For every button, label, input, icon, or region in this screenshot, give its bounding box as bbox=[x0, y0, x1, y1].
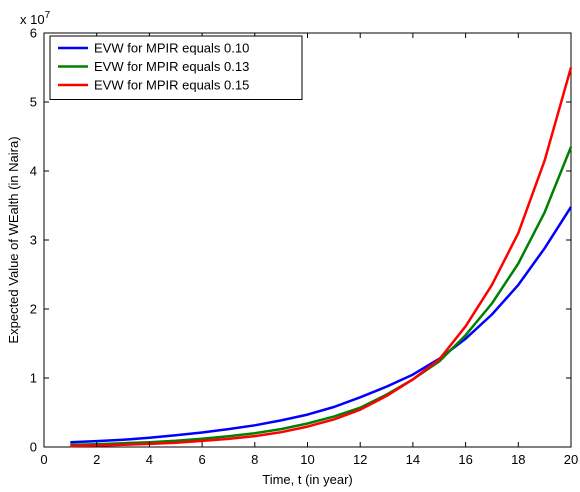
x-tick-label: 14 bbox=[406, 452, 420, 467]
series-line-2 bbox=[70, 146, 573, 447]
x-tick-label: 8 bbox=[251, 452, 258, 467]
y-axis-multiplier: x 107 bbox=[20, 10, 51, 27]
legend-entry-label: EVW for MPIR equals 0.15 bbox=[94, 78, 249, 93]
y-tick-label: 6 bbox=[30, 26, 37, 41]
y-multiplier-base: x 10 bbox=[20, 12, 45, 27]
y-tick-label: 5 bbox=[30, 95, 37, 110]
x-tick-label: 0 bbox=[40, 452, 47, 467]
legend-entry-label: EVW for MPIR equals 0.13 bbox=[94, 59, 249, 74]
x-tick-label: 2 bbox=[93, 452, 100, 467]
y-tick-label: 0 bbox=[30, 440, 37, 455]
y-tick-label: 4 bbox=[30, 164, 37, 179]
x-tick-label: 10 bbox=[300, 452, 314, 467]
series-line-1 bbox=[70, 206, 573, 444]
legend-box bbox=[49, 35, 303, 100]
x-tick-label: 20 bbox=[564, 452, 578, 467]
legend: EVW for MPIR equals 0.10 EVW for MPIR equ… bbox=[49, 35, 303, 100]
x-tick-label: 16 bbox=[458, 452, 472, 467]
series-line-3 bbox=[70, 67, 573, 448]
x-tick-label: 18 bbox=[511, 452, 525, 467]
x-axis-label: Time, t (in year) bbox=[262, 472, 353, 487]
x-tick-label: 6 bbox=[198, 452, 205, 467]
plot-area bbox=[43, 32, 572, 448]
y-tick-label: 3 bbox=[30, 233, 37, 248]
y-tick-label: 2 bbox=[30, 302, 37, 317]
x-tick-label: 12 bbox=[353, 452, 367, 467]
series-layer bbox=[70, 67, 573, 448]
y-axis-label: Expected Value of WEalth (in Naira) bbox=[6, 136, 21, 343]
x-tick-label: 4 bbox=[146, 452, 153, 467]
y-tick-label: 1 bbox=[30, 371, 37, 386]
y-multiplier-exponent: 7 bbox=[45, 10, 51, 21]
legend-entry-label: EVW for MPIR equals 0.10 bbox=[94, 41, 249, 56]
